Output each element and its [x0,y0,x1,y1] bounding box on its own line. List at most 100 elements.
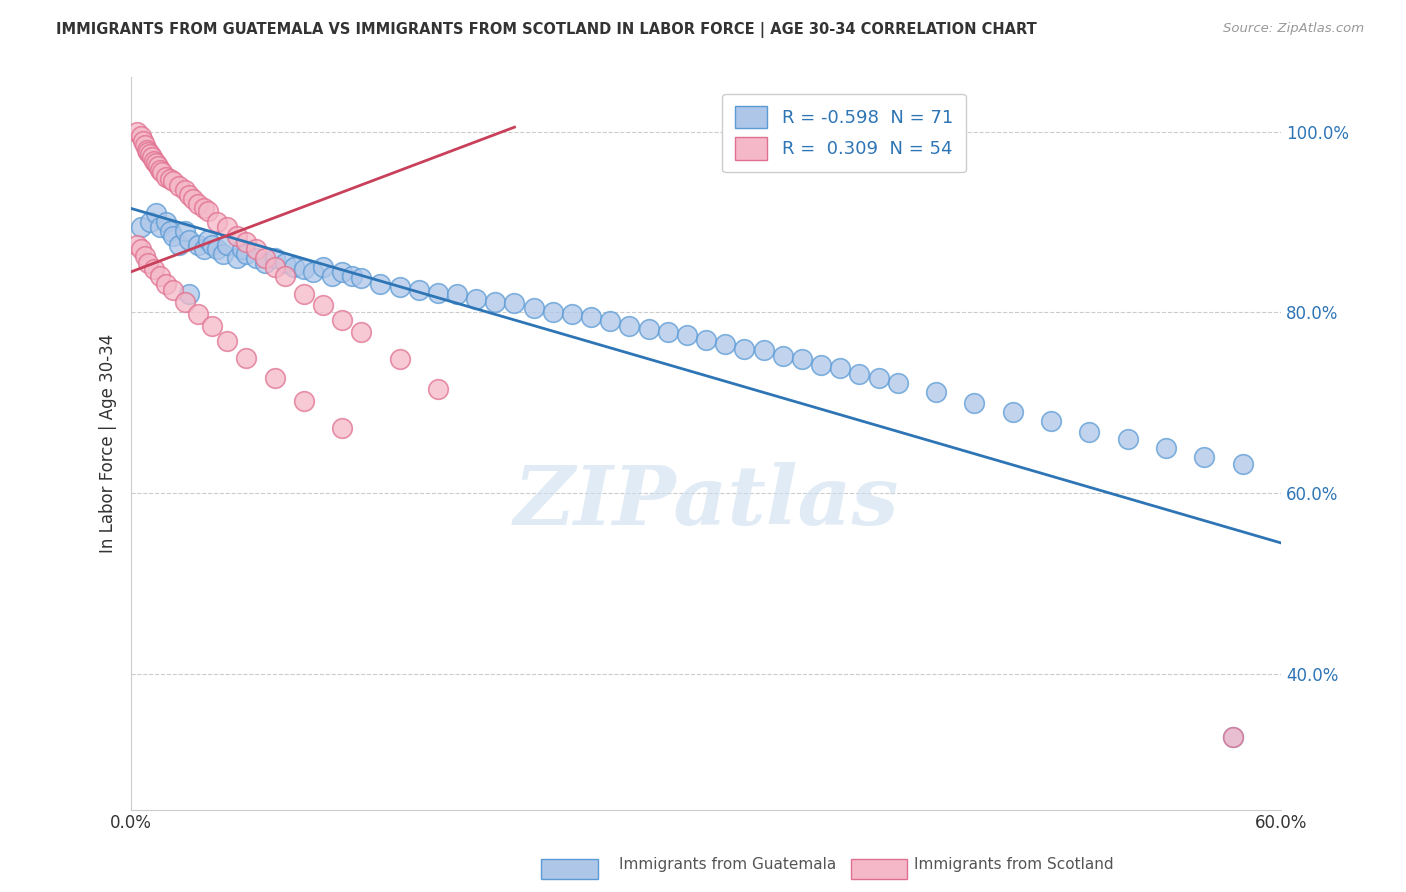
Point [1222,730,1244,744]
Point [619,318,641,333]
Point [146,159,169,173]
Point [292,262,315,277]
Point [561,307,583,321]
Point [129,242,152,256]
Point [134,249,156,263]
Point [302,265,325,279]
Point [264,370,287,384]
Point [215,219,238,234]
Text: Immigrants from Scotland: Immigrants from Scotland [914,857,1114,872]
Point [388,352,411,367]
Point [162,174,184,188]
Point [426,382,449,396]
Point [174,183,197,197]
Point [312,298,335,312]
Point [465,292,488,306]
Point [150,165,173,179]
Point [167,178,190,193]
Point [159,171,181,186]
Point [141,150,163,164]
Point [254,256,277,270]
Point [541,305,564,319]
Point [245,242,267,256]
Point [579,310,602,324]
Point [235,235,257,249]
Text: ZIPatlas: ZIPatlas [513,462,898,542]
Point [330,421,353,435]
Point [1116,432,1139,446]
Point [235,246,257,260]
Point [187,307,209,321]
Point [138,145,160,159]
Point [350,271,373,285]
Point [212,246,235,260]
Point [162,228,184,243]
Point [330,265,353,279]
Point [149,219,172,234]
Point [350,326,373,340]
Point [245,251,267,265]
Point [145,206,167,220]
Point [868,370,890,384]
Point [225,228,247,243]
Point [215,334,238,349]
Point [388,280,411,294]
Point [139,215,162,229]
Text: Immigrants from Guatemala: Immigrants from Guatemala [619,857,837,872]
Point [132,134,155,148]
Point [1232,457,1254,471]
Point [830,361,852,376]
Point [695,333,717,347]
Point [330,312,353,326]
Point [174,294,197,309]
Point [408,283,430,297]
Point [273,256,295,270]
Point [215,237,238,252]
Point [752,343,775,358]
Point [1194,450,1216,464]
Point [637,322,659,336]
Legend: R = -0.598  N = 71, R =  0.309  N = 54: R = -0.598 N = 71, R = 0.309 N = 54 [723,94,966,172]
Point [197,233,219,247]
Point [149,162,172,177]
Point [201,237,224,252]
Point [254,251,277,265]
Point [201,318,224,333]
Point [129,129,152,144]
Point [599,314,621,328]
Point [426,285,449,300]
Point [177,188,200,202]
Point [181,193,204,207]
Point [714,337,737,351]
Point [177,233,200,247]
Point [264,260,287,275]
Point [125,237,148,252]
Point [963,396,986,410]
Point [207,242,229,256]
Point [159,224,181,238]
Point [177,287,200,301]
Point [1001,405,1024,419]
Point [886,376,908,390]
Point [283,260,305,275]
Point [167,237,190,252]
Point [225,251,247,265]
Point [143,153,166,168]
Point [235,351,257,365]
Point [155,277,177,291]
Point [321,269,343,284]
Point [134,138,156,153]
Point [149,269,172,284]
Point [1222,730,1244,744]
Point [657,326,679,340]
Point [138,256,160,270]
Point [155,169,177,184]
Point [446,287,468,301]
Point [145,156,167,170]
Point [125,125,148,139]
Point [925,384,948,399]
Point [143,262,166,277]
Point [312,260,335,275]
Point [139,147,162,161]
Point [810,358,832,372]
